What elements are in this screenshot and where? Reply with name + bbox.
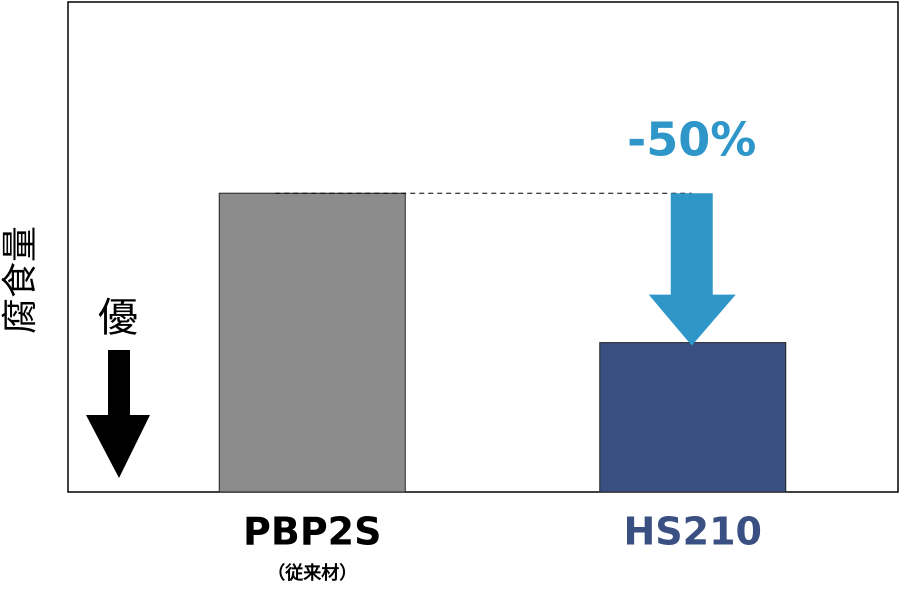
better-arrow bbox=[86, 350, 150, 478]
change-label: -50% bbox=[627, 113, 756, 167]
better-label: 優 bbox=[98, 295, 138, 341]
bar bbox=[218, 192, 406, 493]
y-axis-label: 腐食量 bbox=[0, 226, 41, 334]
x-tick-sublabel: （従来材） bbox=[267, 562, 357, 584]
x-tick-label: PBP2S bbox=[243, 510, 381, 554]
x-tick-label: HS210 bbox=[624, 510, 763, 554]
bar bbox=[599, 342, 787, 493]
change-arrow bbox=[648, 193, 736, 346]
